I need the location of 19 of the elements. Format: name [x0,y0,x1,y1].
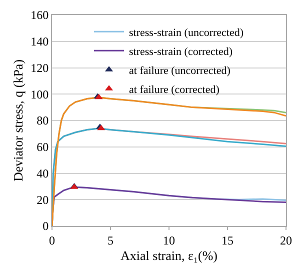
y-tick-label: 80 [36,114,49,128]
y-tick-label: 0 [42,219,49,234]
y-tick-label: 40 [36,166,49,180]
x-tick-label: 20 [280,233,292,248]
x-axis-title: Axial strain, ε₁(%) [120,248,218,263]
x-tick-label: 5 [108,233,114,248]
legend-label: stress-strain (corrected) [129,46,233,58]
legend-label: at failure (uncorrected) [129,64,231,77]
legend-label: at failure (corrected) [129,84,220,96]
x-tick-label: 15 [222,233,234,248]
y-tick-label: 160 [30,8,49,22]
y-axis-title: Deviator stress, q (kPa) [10,59,26,182]
x-tick-label: 10 [163,233,175,248]
legend-label: stress-strain (uncorrected) [129,26,244,39]
y-tick-label: 120 [30,60,49,75]
y-tick-label: 100 [30,87,49,102]
y-tick-label: 20 [36,192,49,207]
y-tick-label: 60 [36,140,49,154]
y-tick-label: 140 [30,34,49,49]
